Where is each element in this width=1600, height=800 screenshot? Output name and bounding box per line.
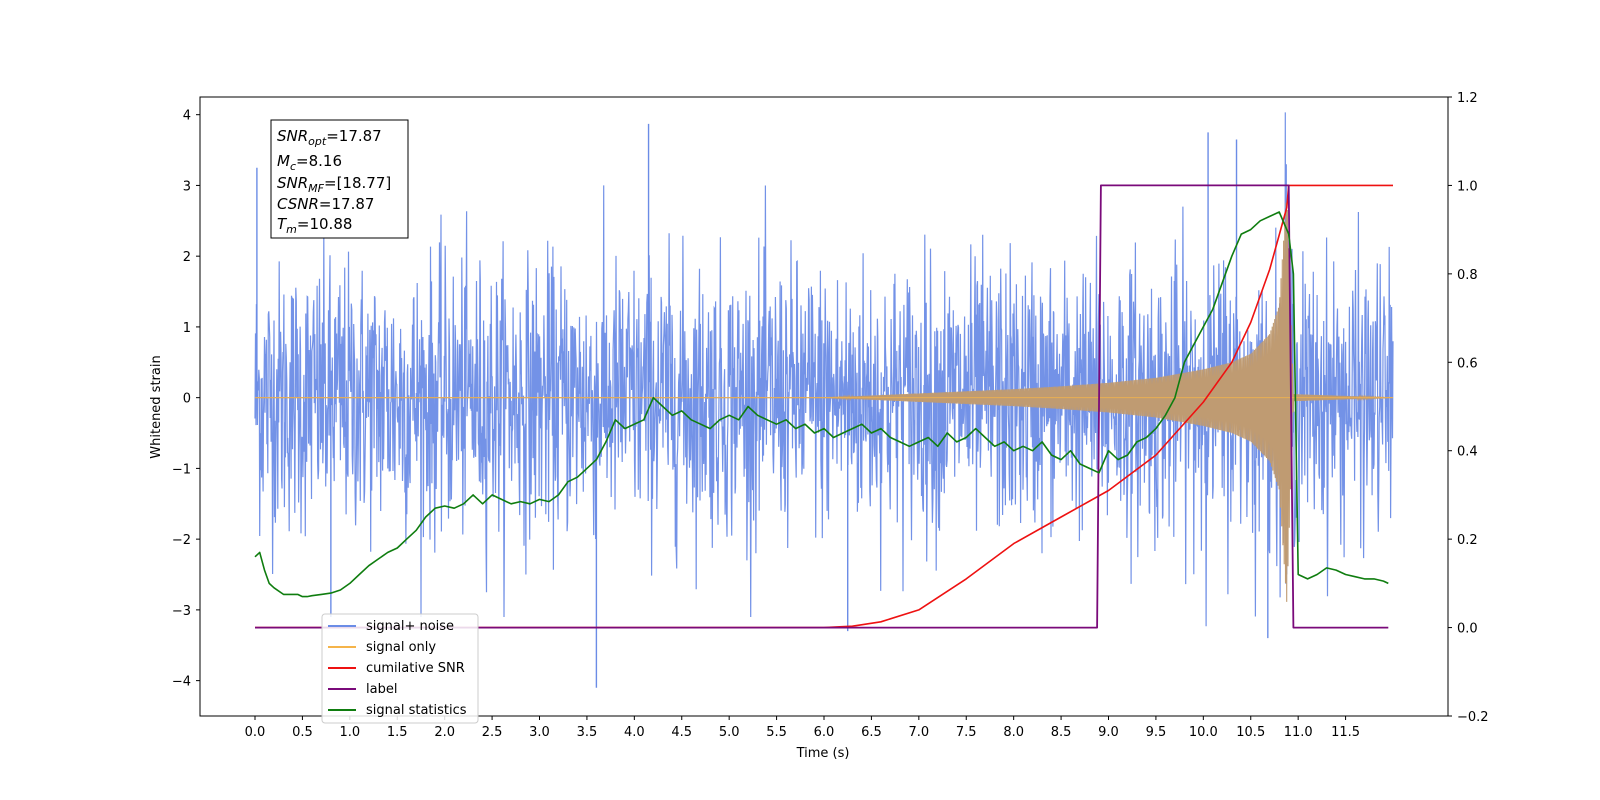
y2-tick-label: −0.2 <box>1457 710 1489 725</box>
x-tick-label: 1.5 <box>387 725 408 740</box>
y2-tick-label: 0.4 <box>1457 445 1478 460</box>
legend-label-label: label <box>366 682 397 697</box>
y-tick-label: 0 <box>183 392 191 407</box>
annotation-tm: Tm=10.88 <box>277 215 352 236</box>
x-tick-label: 9.5 <box>1146 725 1167 740</box>
legend-frame <box>321 613 479 724</box>
x-tick-label: 8.5 <box>1051 725 1072 740</box>
annotation-mc: Mc=8.16 <box>277 152 342 173</box>
legend-label-noise: signal+ noise <box>366 619 454 634</box>
line-series <box>254 184 1393 629</box>
x-ticks: 0.0 0.5 1.0 1.5 2.0 2.5 3.0 3.5 4.0 4.5 5.0 5.5 6.0 6… <box>245 716 1360 740</box>
x-axis-label: Time (s) <box>796 746 850 761</box>
y-tick-label: −2 <box>172 533 191 548</box>
legend: signal+ noise signal only cumilative SNR… <box>321 613 479 724</box>
y-axis-label: Whitened strain <box>149 355 164 458</box>
x-tick-label: 10.5 <box>1236 725 1265 740</box>
x-tick-label: 6.0 <box>814 725 835 740</box>
signal-statistics-line <box>254 211 1389 598</box>
y-tick-label: −4 <box>172 675 191 690</box>
x-tick-label: 2.5 <box>482 725 503 740</box>
x-tick-label: 3.5 <box>577 725 598 740</box>
label-line <box>255 184 1389 629</box>
x-tick-label: 6.5 <box>861 725 882 740</box>
y2-ticks: 1.2 1.0 0.8 0.6 0.4 0.2 0.0 −0.2 <box>1448 91 1489 725</box>
x-tick-label: 4.0 <box>624 725 645 740</box>
annotation-snr-mf: SNRMF=[18.77] <box>277 174 391 195</box>
y-tick-label: 2 <box>183 250 191 265</box>
cumulative-snr-line <box>255 184 1393 629</box>
legend-label-cumsnr: cumilative SNR <box>366 661 465 676</box>
annotation-frame <box>270 119 409 239</box>
x-tick-label: 3.0 <box>529 725 550 740</box>
signal-series <box>255 202 1394 602</box>
x-tick-label: 11.0 <box>1284 725 1313 740</box>
y2-tick-label: 1.2 <box>1457 91 1478 106</box>
annotation-box: SNRopt=17.87 Mc=8.16 SNRMF=[18.77] CSNR=… <box>270 119 409 239</box>
x-tick-label: 11.5 <box>1331 725 1360 740</box>
x-tick-label: 2.0 <box>434 725 455 740</box>
y-tick-label: 1 <box>183 321 191 336</box>
y2-tick-label: 0.0 <box>1457 622 1478 637</box>
x-tick-label: 10.0 <box>1189 725 1218 740</box>
x-tick-label: 5.5 <box>766 725 787 740</box>
y-tick-label: 4 <box>183 109 191 124</box>
x-tick-label: 5.0 <box>719 725 740 740</box>
y2-tick-label: 0.8 <box>1457 268 1478 283</box>
y2-tick-label: 1.0 <box>1457 179 1478 194</box>
y-tick-label: 3 <box>183 179 191 194</box>
legend-label-stats: signal statistics <box>366 703 467 718</box>
annotation-csnr: CSNR=17.87 <box>277 195 374 213</box>
y2-tick-label: 0.2 <box>1457 533 1478 548</box>
annotation-snr-opt: SNRopt=17.87 <box>277 127 382 148</box>
x-tick-label: 0.5 <box>292 725 313 740</box>
x-tick-label: 9.0 <box>1098 725 1119 740</box>
noise-series <box>254 112 1394 688</box>
y-ticks: 4 3 2 1 0 −1 −2 −3 −4 <box>172 109 200 690</box>
x-tick-label: 7.5 <box>956 725 977 740</box>
x-tick-label: 4.5 <box>671 725 692 740</box>
y2-tick-label: 0.6 <box>1457 356 1478 371</box>
x-tick-label: 0.0 <box>245 725 266 740</box>
x-tick-label: 8.0 <box>1003 725 1024 740</box>
y-tick-label: −1 <box>172 462 191 477</box>
x-tick-label: 1.0 <box>339 725 360 740</box>
legend-label-signal: signal only <box>366 640 436 655</box>
x-tick-label: 7.0 <box>908 725 929 740</box>
y-tick-label: −3 <box>172 604 191 619</box>
noise-line <box>254 112 1394 627</box>
plot-area <box>254 112 1394 688</box>
